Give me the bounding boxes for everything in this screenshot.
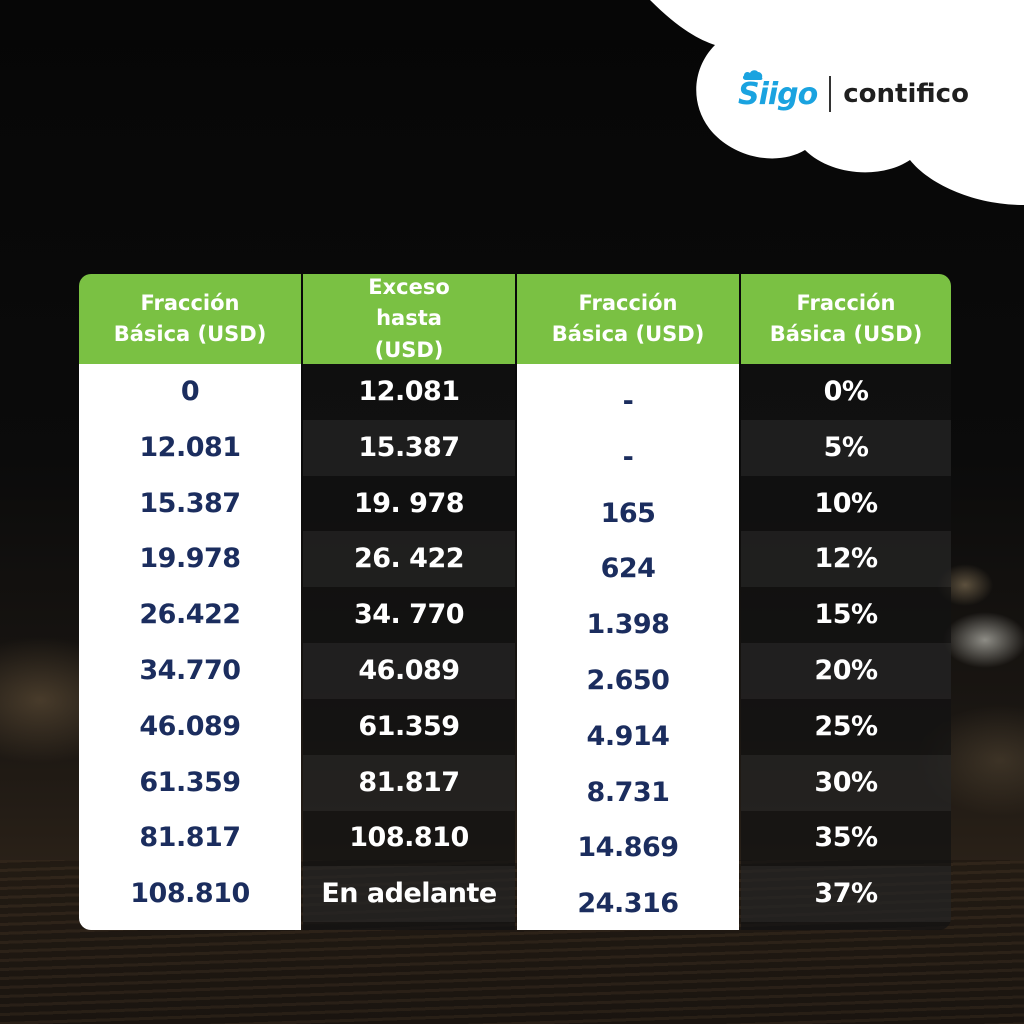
table-cell: En adelante	[321, 878, 497, 910]
table-cell: 46.089	[358, 655, 460, 686]
table-cell: 24.316	[577, 888, 679, 920]
table-cell: 0%	[823, 376, 869, 407]
table-cell: 8.731	[586, 776, 670, 808]
table-cell: 26.422	[139, 599, 241, 631]
table-cell: 108.810	[130, 878, 250, 910]
table-cell: 624	[600, 553, 656, 585]
row-stripe	[303, 754, 515, 811]
table-cell: 19.978	[139, 543, 241, 575]
row-stripe	[741, 754, 951, 811]
table-cell: 4.914	[586, 720, 670, 752]
table-cell: 37%	[814, 878, 878, 910]
header-col-4: Fracción Básica (USD)	[741, 274, 951, 364]
table-cell: 61.359	[358, 710, 460, 742]
table-cell: 12%	[814, 543, 878, 575]
table-cell: 81.817	[139, 822, 241, 854]
column-2-background	[303, 364, 515, 930]
column-3-background	[517, 364, 739, 930]
table-cell: 15%	[814, 599, 878, 631]
table-cell: 108.810	[349, 822, 469, 854]
table-cell: 20%	[814, 655, 878, 686]
row-stripe	[303, 866, 515, 923]
logo-divider	[829, 76, 832, 112]
table-cell: 34.770	[139, 655, 241, 686]
table-cell: 10%	[814, 487, 878, 519]
tax-table: Fracción Básica (USD) Exceso hasta (USD)…	[79, 274, 951, 930]
table-cell: 0	[180, 376, 200, 407]
table-cell: 25%	[814, 710, 878, 742]
table-cell: 12.081	[139, 431, 241, 463]
row-stripe	[303, 531, 515, 588]
table-cell: 46.089	[139, 710, 241, 742]
row-stripe	[303, 419, 515, 476]
column-4-background	[741, 364, 951, 930]
table-cell: 1.398	[586, 609, 670, 641]
header-col-3: Fracción Básica (USD)	[517, 274, 739, 364]
table-cell: 5%	[823, 431, 869, 463]
table-cell: 2.650	[586, 665, 670, 696]
table-cell: 12.081	[358, 376, 460, 407]
logo: Siigo contifico	[738, 69, 969, 112]
table-header: Fracción Básica (USD) Exceso hasta (USD)…	[79, 274, 951, 364]
table-cell: 26. 422	[353, 543, 465, 575]
table-cell: 19. 978	[353, 487, 465, 519]
table-cell: 165	[600, 497, 656, 529]
row-stripe	[741, 531, 951, 588]
header-col-2: Exceso hasta (USD)	[303, 274, 515, 364]
table-cell: 15.387	[358, 431, 460, 463]
table-cell: 35%	[814, 822, 878, 854]
contifico-logo: contifico	[843, 79, 969, 109]
siigo-logo: Siigo	[738, 69, 818, 112]
table-cell: 34. 770	[353, 599, 465, 631]
row-stripe	[741, 419, 951, 476]
row-stripe	[303, 643, 515, 699]
table-cell: -	[622, 441, 634, 473]
table-cell: 14.869	[577, 832, 679, 864]
table-cell: 30%	[814, 766, 878, 798]
table-cell: 81.817	[358, 766, 460, 798]
column-1-background	[79, 364, 301, 930]
row-stripe	[741, 866, 951, 923]
table-cell: 15.387	[139, 487, 241, 519]
header-col-1: Fracción Básica (USD)	[79, 274, 301, 364]
table-cell: -	[622, 386, 634, 417]
cloud-icon	[742, 69, 763, 80]
table-cell: 61.359	[139, 766, 241, 798]
row-stripe	[741, 643, 951, 699]
